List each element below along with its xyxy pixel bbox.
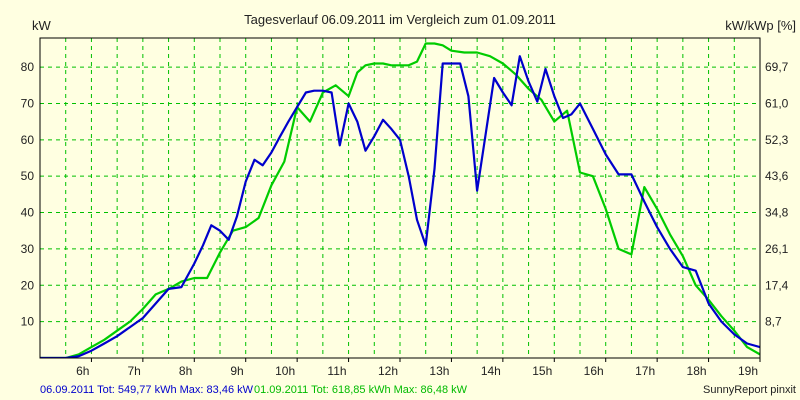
y-tick-label: 30 xyxy=(21,242,35,256)
y-tick-label: 80 xyxy=(21,60,35,74)
y-tick-label: 40 xyxy=(21,206,35,220)
grid xyxy=(40,38,760,358)
x-tick-label: 8h xyxy=(179,364,192,378)
x-tick-label: 6h xyxy=(76,364,89,378)
y-right-tick-label: 34,8 xyxy=(765,206,789,220)
y-tick-label: 20 xyxy=(21,278,35,292)
x-tick-label: 7h xyxy=(127,364,140,378)
y-tick-label: 70 xyxy=(21,96,35,110)
series-lines xyxy=(40,42,760,358)
y-right-tick-label: 26,1 xyxy=(765,242,789,256)
x-tick-label: 18h xyxy=(687,364,707,378)
y-right-tick-label: 69,7 xyxy=(765,60,789,74)
x-tick-label: 11h xyxy=(327,364,346,378)
series-line-06.09.2011 xyxy=(40,55,760,358)
y-tick-label: 10 xyxy=(21,315,35,329)
y-tick-label: 50 xyxy=(21,169,35,183)
y-right-tick-label: 61,0 xyxy=(765,96,789,110)
y-axis-right-label: kW/kWp [%] xyxy=(725,18,796,33)
legend-series-2: 01.09.2011 Tot: 618,85 kWh Max: 86,48 kW xyxy=(254,384,468,396)
y-axis-left-ticks: 10 20 30 40 50 60 70 80 xyxy=(21,60,35,329)
x-tick-label: 17h xyxy=(635,364,655,378)
y-axis-right-ticks: 8,7 17,4 26,1 34,8 43,6 52,3 61,0 69,7 xyxy=(765,60,789,329)
x-tick-label: 10h xyxy=(275,364,295,378)
x-tick-label: 16h xyxy=(584,364,604,378)
chart-title: Tagesverlauf 06.09.2011 im Vergleich zum… xyxy=(244,12,556,27)
x-tick-label: 12h xyxy=(378,364,398,378)
y-right-tick-label: 8,7 xyxy=(765,315,782,329)
y-tick-label: 60 xyxy=(21,133,35,147)
legend-series-1: 06.09.2011 Tot: 549,77 kWh Max: 83,46 kW xyxy=(40,384,254,396)
x-axis-ticks: 6h 7h 8h 9h 10h 11h 12h 13h 14h 15h 16h 17h 18h 19h xyxy=(76,358,761,378)
plot-frame xyxy=(39,37,761,359)
y-axis-left-label: kW xyxy=(32,18,52,33)
x-tick-label: 9h xyxy=(230,364,243,378)
x-tick-label: 15h xyxy=(532,364,552,378)
x-tick-label: 13h xyxy=(429,364,449,378)
x-tick-label: 14h xyxy=(481,364,501,378)
y-right-tick-label: 43,6 xyxy=(765,169,789,183)
y-right-tick-label: 52,3 xyxy=(765,133,789,147)
credit-label: SunnyReport pinxit xyxy=(703,384,796,396)
x-tick-label: 19h xyxy=(738,364,758,378)
y-right-tick-label: 17,4 xyxy=(765,278,789,292)
